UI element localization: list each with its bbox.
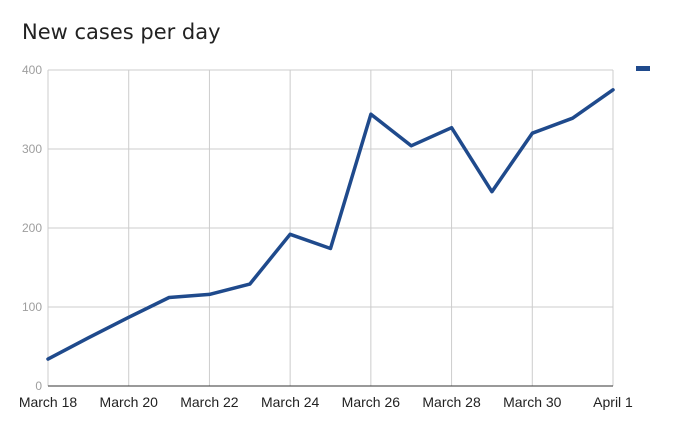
y-tick-label: 200: [22, 221, 42, 235]
legend: [636, 66, 650, 71]
x-tick-label: March 18: [19, 394, 78, 410]
y-tick-label: 300: [22, 142, 42, 156]
x-tick-label: April 1: [593, 394, 633, 410]
x-tick-label: March 20: [100, 394, 159, 410]
legend-swatch: [636, 66, 650, 71]
chart-title: New cases per day: [22, 20, 221, 44]
series-group: [46, 88, 615, 361]
x-tick-label: March 28: [422, 394, 481, 410]
y-tick-label: 100: [22, 300, 42, 314]
y-tick-labels: 0 100 200 300 400: [22, 63, 42, 393]
x-tick-labels: March 18 March 20 March 22 March 24 March 26…: [19, 394, 633, 410]
x-tick-label: March 24: [261, 394, 320, 410]
y-tick-label: 400: [22, 63, 42, 77]
series-line: [46, 88, 615, 361]
y-tick-label: 0: [35, 379, 42, 393]
x-tick-label: March 26: [342, 394, 401, 410]
grid-lines: [47, 69, 614, 386]
x-tick-label: March 22: [180, 394, 239, 410]
x-tick-label: March 30: [503, 394, 562, 410]
